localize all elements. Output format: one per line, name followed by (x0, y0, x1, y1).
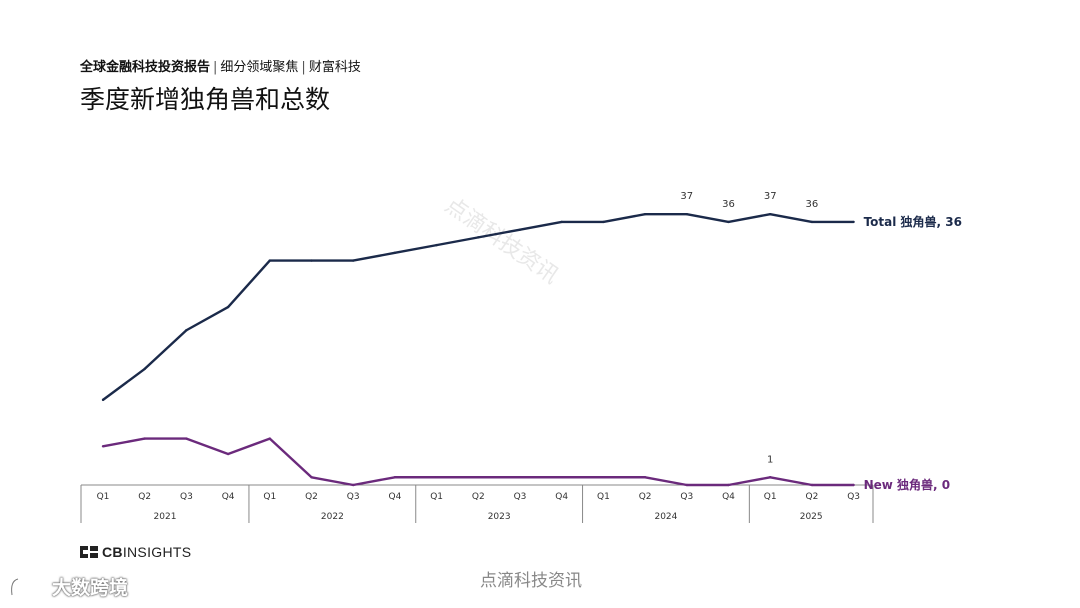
data-point (477, 236, 480, 239)
data-point (268, 259, 271, 262)
x-tick-label: Q2 (305, 492, 318, 502)
data-point (310, 259, 313, 262)
x-tick-label: Q4 (555, 492, 568, 502)
x-tick-label: Q2 (472, 492, 485, 502)
data-label: 37 (680, 191, 693, 202)
data-point (602, 476, 605, 479)
report-topic: 财富科技 (308, 60, 361, 75)
x-tick-label: Q3 (514, 492, 527, 502)
data-point (310, 476, 313, 479)
data-point (852, 483, 855, 487)
data-point (101, 398, 105, 402)
data-point (810, 483, 814, 487)
data-point (226, 452, 230, 456)
data-point (143, 437, 146, 440)
report-section: 细分领域聚焦 (220, 60, 299, 75)
data-point (518, 476, 522, 479)
data-point (643, 212, 647, 216)
x-tick-label: Q1 (430, 492, 443, 502)
x-tick-label: Q1 (597, 492, 610, 502)
x-tick-label: Q3 (847, 492, 860, 502)
page-title: 季度新增独角兽和总数 (80, 85, 331, 114)
header-separator: | (301, 60, 306, 75)
data-point (852, 220, 855, 224)
x-tick-label: Q4 (222, 492, 235, 502)
data-point (560, 220, 563, 224)
data-point (602, 220, 605, 224)
year-label: 2022 (321, 512, 344, 522)
report-name: 全球金融科技投资报告 (80, 60, 211, 75)
data-point (727, 220, 730, 224)
corner-watermark-text: 大数跨境 (52, 577, 129, 599)
cb-logo-icon (80, 546, 98, 558)
series-end-label: New 独角兽, 0 (864, 477, 951, 492)
data-point (769, 212, 772, 216)
data-point (435, 476, 438, 479)
x-tick-label: Q4 (722, 492, 735, 502)
x-tick-label: Q1 (263, 492, 276, 502)
data-point (560, 476, 563, 479)
data-point (435, 243, 438, 247)
year-label: 2021 (154, 512, 177, 522)
data-point (143, 367, 146, 371)
corner-logo-icon (10, 577, 45, 595)
data-point (769, 476, 772, 479)
data-label: 37 (764, 191, 777, 202)
x-tick-label: Q3 (347, 492, 360, 502)
data-label: 36 (806, 199, 819, 210)
data-point (393, 251, 397, 255)
x-tick-label: Q3 (180, 492, 193, 502)
data-point (185, 329, 188, 332)
data-point (393, 476, 397, 479)
data-point (477, 476, 480, 479)
data-point (643, 476, 647, 479)
year-label: 2025 (800, 512, 823, 522)
year-label: 2023 (488, 512, 511, 522)
x-tick-label: Q4 (388, 492, 401, 502)
series-end-label: Total 独角兽, 36 (864, 214, 962, 229)
watermark-corner: 大数跨境 (8, 573, 128, 600)
logo-text-insights: INSIGHTS (122, 544, 192, 560)
x-tick-label: Q1 (97, 492, 110, 502)
data-point (352, 483, 355, 487)
data-label: 36 (722, 199, 735, 210)
data-point (685, 483, 688, 487)
x-tick-label: Q2 (639, 492, 652, 502)
watermark-bottom: 点滴科技资讯 (480, 571, 582, 591)
data-point (268, 437, 271, 440)
data-point (101, 445, 105, 448)
x-tick-label: Q3 (680, 492, 693, 502)
header-separator: | (213, 60, 218, 75)
data-point (185, 437, 188, 440)
logo-text-cb: CB (102, 544, 123, 560)
data-point (226, 305, 230, 309)
data-point (518, 228, 522, 231)
report-header: 全球金融科技投资报告 | 细分领域聚焦 | 财富科技 (80, 56, 361, 75)
series-line-total (102, 212, 854, 401)
data-label: 1 (767, 454, 773, 465)
x-tick-label: Q1 (764, 492, 777, 502)
cb-insights-logo: CB INSIGHTS (80, 544, 191, 560)
data-point (810, 220, 814, 224)
x-tick-label: Q2 (138, 492, 151, 502)
data-point (352, 259, 355, 262)
x-tick-label: Q2 (805, 492, 818, 502)
year-label: 2024 (654, 512, 677, 522)
data-point (685, 212, 688, 216)
data-point (727, 483, 730, 487)
